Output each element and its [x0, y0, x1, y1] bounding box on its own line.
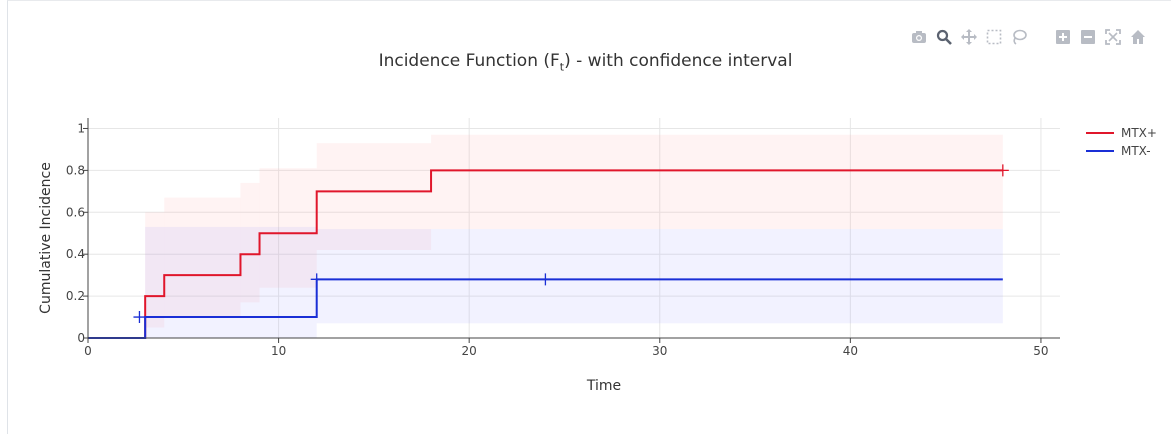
legend-item-mtx-plus[interactable]: MTX+ [1086, 124, 1157, 142]
x-tick-label: 10 [271, 344, 286, 358]
pan-icon[interactable] [960, 28, 978, 46]
chart-title-subscript: t [559, 60, 565, 74]
ci-band-mtx-plus [145, 212, 165, 328]
x-tick-label: 40 [843, 344, 858, 358]
y-tick-label: 1 [77, 121, 85, 135]
censor-mark [996, 164, 1009, 177]
x-tick-label: 30 [652, 344, 667, 358]
x-tick-label: 20 [462, 344, 477, 358]
reset-axes-icon[interactable] [1129, 28, 1147, 46]
legend-label-mtx-minus: MTX- [1121, 144, 1151, 158]
chart-title: Incidence Function (Ft) - with confidenc… [0, 51, 1171, 73]
y-tick-label: 0.2 [66, 289, 85, 303]
plot-container [7, 0, 1171, 434]
y-tick-label: 0.8 [66, 163, 85, 177]
box-select-icon[interactable] [985, 28, 1003, 46]
censor-mark [310, 273, 323, 286]
modebar [910, 28, 1171, 46]
x-axis-title: Time [586, 378, 621, 394]
ci-band-mtx-minus [316, 229, 1003, 324]
censor-mark [539, 273, 552, 286]
x-tick-label: 0 [84, 344, 92, 358]
zoom-out-icon[interactable] [1079, 28, 1097, 46]
ci-band-mtx-minus [145, 226, 317, 338]
autoscale-icon[interactable] [1104, 28, 1122, 46]
legend-swatch-mtx-minus [1086, 150, 1114, 152]
y-tick-label: 0.6 [66, 205, 85, 219]
ci-band-mtx-plus [431, 134, 1003, 230]
ci-band-mtx-plus [240, 182, 260, 303]
zoom-icon[interactable] [935, 28, 953, 46]
chart-title-main: Incidence Function (F [378, 51, 560, 71]
series-line-mtx-plus [88, 169, 1003, 339]
camera-icon[interactable] [910, 28, 928, 46]
lasso-icon[interactable] [1010, 28, 1028, 46]
chart-title-tail: ) - with confidence interval [564, 51, 793, 71]
y-axis-title: Cumulative Incidence [38, 162, 54, 314]
zoom-in-icon[interactable] [1054, 28, 1072, 46]
x-tick-label: 50 [1033, 344, 1048, 358]
ci-band-mtx-plus [164, 197, 241, 318]
censor-mark [133, 311, 146, 324]
legend-swatch-mtx-plus [1086, 132, 1114, 134]
legend: MTX+ MTX- [1086, 124, 1157, 160]
y-tick-label: 0 [77, 331, 85, 345]
legend-item-mtx-minus[interactable]: MTX- [1086, 142, 1157, 160]
y-tick-label: 0.4 [66, 247, 85, 261]
legend-label-mtx-plus: MTX+ [1121, 126, 1157, 140]
ci-band-mtx-plus [316, 143, 432, 250]
ci-band-mtx-plus [259, 168, 317, 288]
